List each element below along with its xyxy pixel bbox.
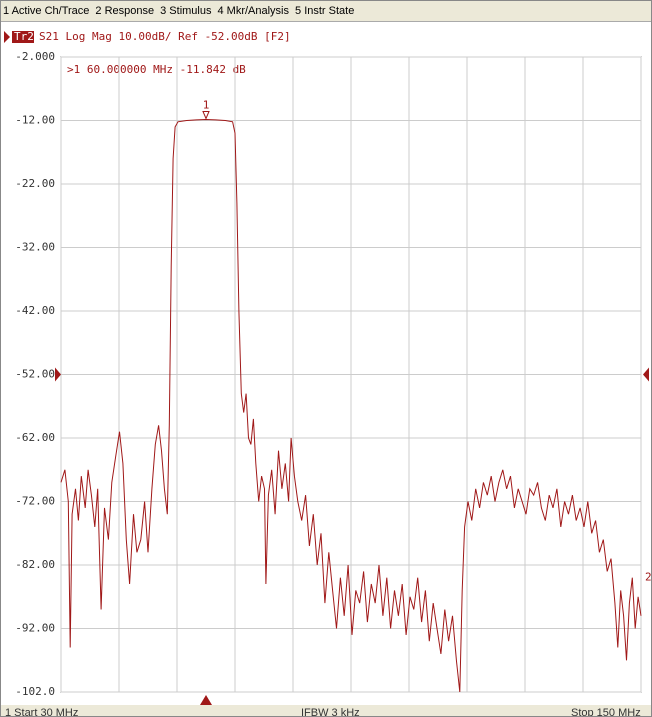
y-tick-label: -72.00 <box>15 495 55 508</box>
status-ifbw: IFBW 3 kHz <box>301 707 360 717</box>
y-tick-label: -92.00 <box>15 622 55 635</box>
status-bar <box>1 705 651 716</box>
chart: Tr2 S21 Log Mag 10.00dB/ Ref -52.00dB [F… <box>1 22 652 717</box>
ref-level-left <box>55 367 61 382</box>
y-tick-label: -12.00 <box>15 114 55 127</box>
marker-label: 1 <box>203 98 210 111</box>
ref-level-right <box>643 367 649 382</box>
marker <box>202 110 210 120</box>
edge-marker-label: 2 <box>645 571 652 584</box>
y-tick-label: -42.00 <box>15 304 55 317</box>
y-tick-label: -2.000 <box>15 50 55 63</box>
stimulus-arrow <box>200 695 212 705</box>
background <box>1 22 651 716</box>
menu-item[interactable]: 4 Mkr/Analysis <box>217 5 290 17</box>
y-tick-label: -52.00 <box>15 368 55 381</box>
menu-item[interactable]: 2 Response <box>95 5 155 17</box>
trace-header: S21 Log Mag 10.00dB/ Ref -52.00dB [F2] <box>39 30 291 43</box>
y-tick-label: -102.0 <box>15 685 55 698</box>
marker-readout: >1 60.000000 MHz -11.842 dB <box>67 63 246 76</box>
y-tick-label: -22.00 <box>15 177 55 190</box>
status-stop: Stop 150 MHz <box>571 707 641 717</box>
trace-badge: Tr2 <box>14 30 34 43</box>
menu-item[interactable]: 3 Stimulus <box>160 5 212 17</box>
active-arrow <box>4 31 10 43</box>
trace-badge-bg <box>12 31 34 43</box>
y-tick-label: -82.00 <box>15 558 55 571</box>
menu-item[interactable]: 5 Instr State <box>295 5 355 17</box>
trace <box>60 118 642 693</box>
status-start: 1 Start 30 MHz <box>5 707 78 717</box>
y-tick-label: -32.00 <box>15 241 55 254</box>
menu-bar: 1 Active Ch/Trace 2 Response 3 Stimulus 4 M… <box>1 1 651 22</box>
menu-item[interactable]: 1 Active Ch/Trace <box>3 5 90 17</box>
y-tick-label: -62.00 <box>15 431 55 444</box>
